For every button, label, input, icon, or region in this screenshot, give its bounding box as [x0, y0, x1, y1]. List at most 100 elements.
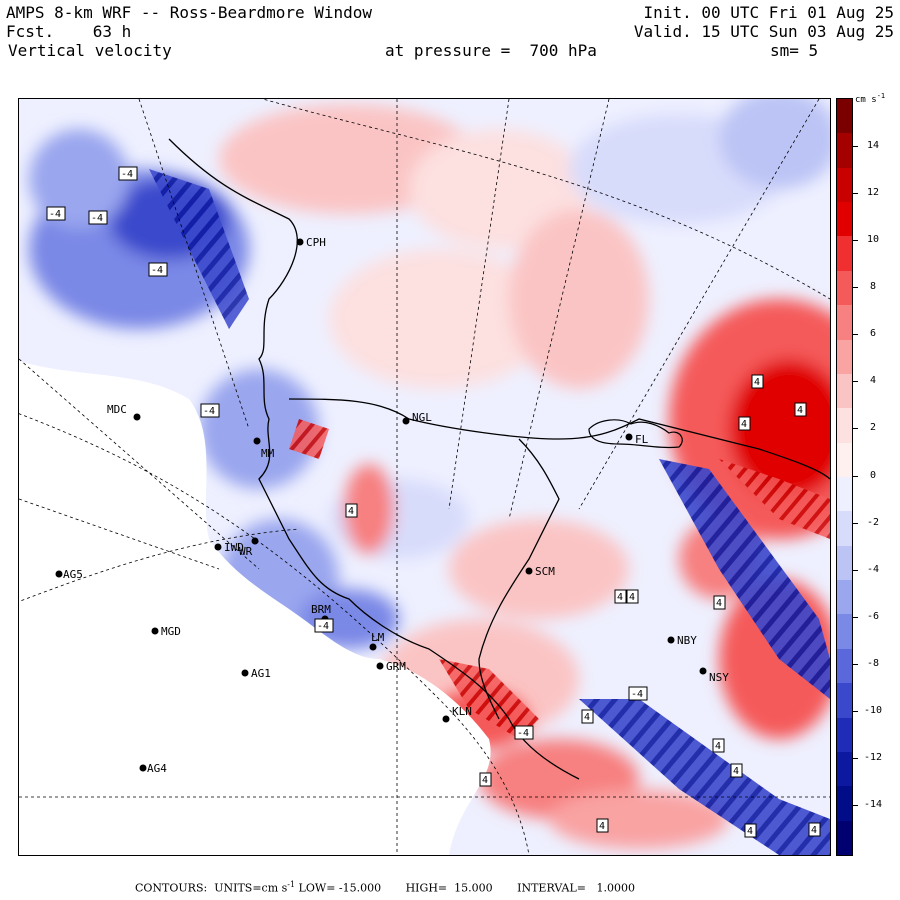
- colorbar-swatch: [837, 339, 852, 375]
- contour-label-box: [46, 206, 66, 221]
- colorbar-tick: [853, 193, 858, 195]
- contour-label: 4: [754, 377, 760, 388]
- init-time: Init. 00 UTC Fri 01 Aug 25: [643, 3, 894, 22]
- contour-label-box: [730, 763, 743, 778]
- contour-label-box: [738, 416, 751, 431]
- ross-island: [588, 419, 683, 449]
- station-label: MM: [261, 447, 275, 460]
- contour-label-box: [581, 709, 594, 724]
- contour-label-box: [514, 725, 534, 740]
- colorbar-swatch: [837, 270, 852, 307]
- colorbar-swatch: [837, 786, 852, 822]
- contour-label-box: [88, 210, 108, 225]
- field-name: Vertical velocity: [8, 41, 172, 60]
- contour-label: 4: [733, 766, 739, 777]
- colorbar-swatch: [837, 820, 852, 855]
- station-marker: [296, 238, 304, 246]
- contour-label: 4: [811, 825, 817, 836]
- colorbar-swatch: [837, 648, 852, 685]
- contour-label-box: [794, 402, 807, 417]
- colorbar-swatch: [837, 751, 852, 788]
- contour-label-box: [200, 403, 220, 418]
- contour-label-box: [808, 822, 821, 837]
- colorbar-tick: [853, 569, 858, 571]
- colorbar-tick: [853, 381, 858, 383]
- contour-label-box: [148, 262, 168, 277]
- colorbar-tick-label: -12: [863, 751, 883, 763]
- colorbar-tick: [853, 757, 858, 759]
- colorbar-swatch: [837, 167, 852, 204]
- station-marker: [251, 537, 259, 545]
- colorbar: [836, 98, 853, 856]
- colorbar-tick: [853, 240, 858, 242]
- contour-info: CONTOURS: UNITS=cm s-1 LOW= -15.000 HIGH…: [135, 880, 635, 895]
- contour-label-box: [479, 772, 492, 787]
- contour-label: 4: [629, 592, 635, 603]
- station-marker: [253, 437, 261, 445]
- colorbar-tick-label: -2: [866, 516, 880, 528]
- station-marker: [139, 764, 147, 772]
- colorbar-swatch: [837, 373, 852, 410]
- contour-label-box: [596, 818, 609, 833]
- colorbar-tick-label: 0: [869, 469, 877, 481]
- colorbar-tick: [853, 428, 858, 430]
- station-marker: [525, 567, 533, 575]
- contour-label: 4: [617, 592, 623, 603]
- colorbar-tick-label: 14: [866, 140, 880, 151]
- colorbar-tick-label: -8: [866, 657, 880, 669]
- colorbar-swatch: [837, 614, 852, 650]
- colorbar-tick: [853, 287, 858, 289]
- station-label: AG5: [63, 568, 83, 581]
- station-marker: [241, 669, 249, 677]
- contour-label: 4: [747, 826, 753, 837]
- contour-label-box: [626, 589, 639, 604]
- colorbar-tick-label: 2: [869, 422, 877, 434]
- contour-label: -4: [631, 689, 643, 700]
- colorbar-tick-label: 6: [869, 328, 877, 340]
- contour-label-box: [713, 595, 726, 610]
- station-marker: [55, 570, 63, 578]
- smoothing: sm= 5: [770, 41, 819, 60]
- contour-label: 4: [716, 598, 722, 609]
- map-panel[interactable]: CPH MDC NGL FL WR IWD AG5 MGD SCM AG1 GRM AG4 NBY NSY…: [18, 98, 831, 856]
- colorbar-tick: [853, 663, 858, 665]
- colorbar-swatch: [837, 580, 852, 616]
- contour-label: 4: [741, 419, 747, 430]
- colorbar-swatch: [837, 717, 852, 753]
- station-label: BRM: [311, 603, 331, 616]
- contour-label: 4: [715, 741, 721, 752]
- contour-label: -4: [317, 621, 329, 632]
- contour-label-box: [751, 374, 764, 389]
- model-title: AMPS 8-km WRF -- Ross-Beardmore Window: [6, 3, 373, 22]
- colorbar-swatch: [837, 511, 852, 547]
- colorbar-swatch: [837, 477, 852, 513]
- contour-label-box: [345, 503, 358, 518]
- station-label: KLN: [452, 705, 472, 718]
- contour-label: -4: [91, 213, 103, 224]
- station-label: MDC: [107, 403, 127, 416]
- station-marker: [442, 715, 450, 723]
- station-marker: [376, 662, 384, 670]
- contour-label: 4: [797, 405, 803, 416]
- station-marker: [133, 413, 141, 421]
- contour-label-box: [118, 166, 138, 181]
- colorbar-swatch: [837, 545, 852, 582]
- station-label: AG4: [147, 762, 167, 775]
- station-marker: [151, 627, 159, 635]
- colorbar-tick: [853, 805, 858, 806]
- station-marker: [369, 643, 377, 651]
- colorbar-tick-label: 12: [866, 187, 880, 199]
- colorbar-tick: [853, 334, 858, 336]
- contour-label-box: [744, 823, 757, 838]
- colorbar-tick: [853, 616, 858, 618]
- station-marker: [667, 636, 675, 644]
- contour-label: -4: [151, 265, 163, 276]
- station-label: SCM: [535, 565, 555, 578]
- colorbar-swatch: [837, 683, 852, 719]
- station-marker: [625, 433, 633, 441]
- colorbar-tick-label: -14: [863, 799, 883, 810]
- colorbar-tick-label: -10: [863, 704, 883, 716]
- colorbar-tick-label: 4: [869, 375, 877, 387]
- masked-region: [19, 361, 491, 855]
